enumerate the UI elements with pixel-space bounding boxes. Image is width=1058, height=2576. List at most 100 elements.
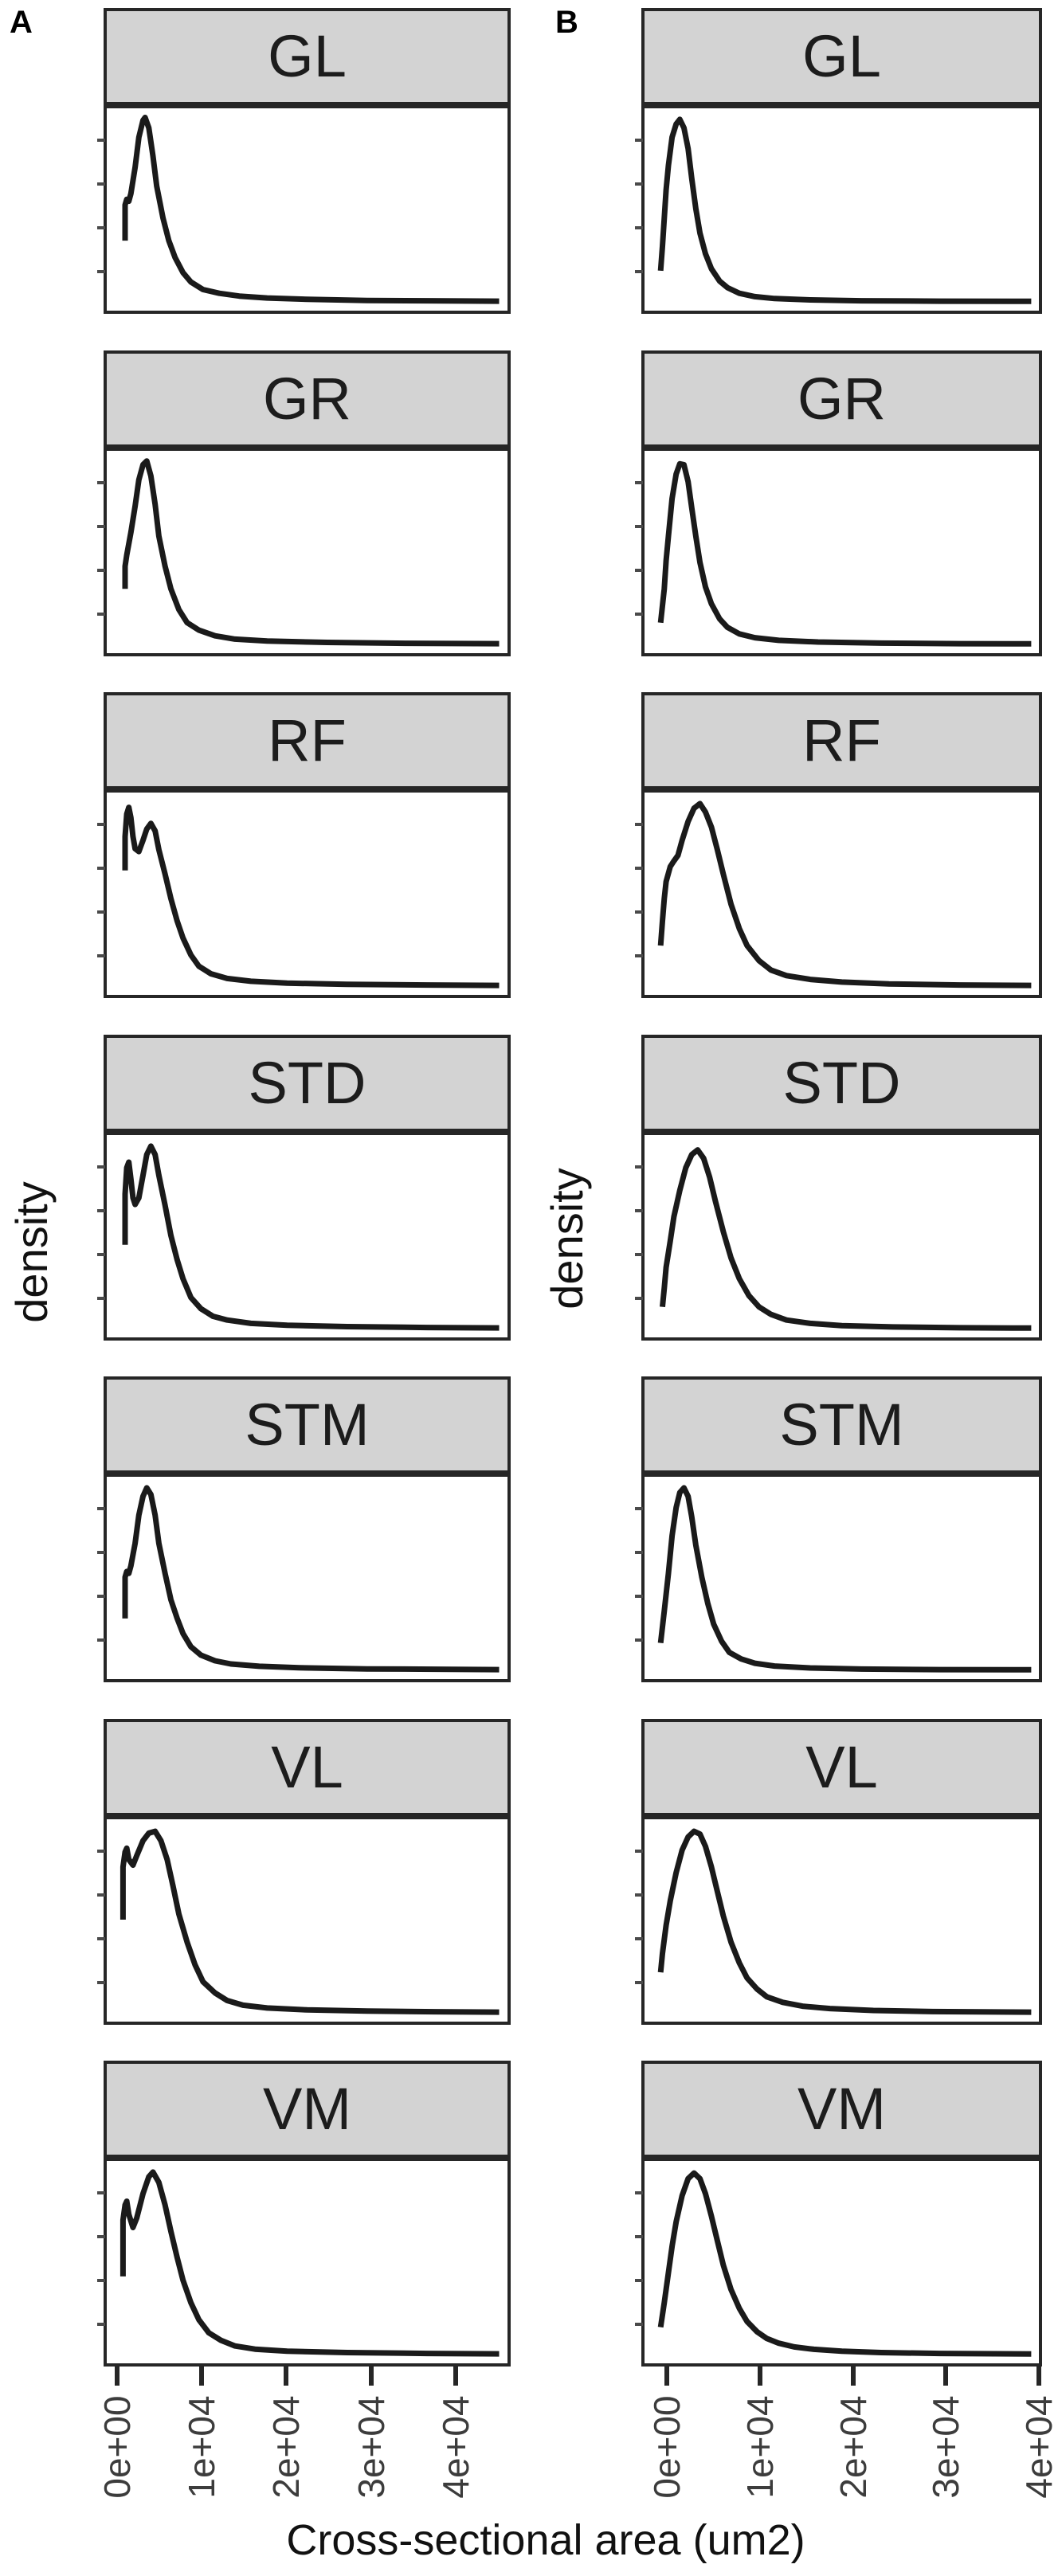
x-axis-tick bbox=[851, 2367, 856, 2386]
density-plot bbox=[97, 1135, 511, 1341]
density-plot bbox=[97, 1477, 511, 1682]
facet-stm: STM bbox=[635, 1376, 1042, 1682]
density-curve-svg bbox=[657, 116, 1032, 304]
facet-label: STD bbox=[248, 1050, 366, 1116]
density-curve bbox=[122, 1485, 500, 1673]
facet-stm: STM bbox=[97, 1376, 511, 1682]
x-axis-title: Cross-sectional area (um2) bbox=[286, 2516, 805, 2564]
facet-gr: GR bbox=[97, 350, 511, 656]
y-axis-tick bbox=[635, 1209, 643, 1212]
y-axis-tick bbox=[635, 481, 643, 484]
density-curve-svg bbox=[657, 801, 1032, 989]
x-axis-tick bbox=[943, 2367, 948, 2386]
density-curve bbox=[657, 460, 1032, 647]
y-axis-tick bbox=[635, 1253, 643, 1256]
x-axis-tick bbox=[115, 2367, 120, 2386]
facet-vm: VM bbox=[97, 2061, 511, 2367]
facet-strip: RF bbox=[641, 692, 1042, 793]
y-axis-tick bbox=[635, 1937, 643, 1940]
facet-std: STD bbox=[97, 1035, 511, 1341]
density-curve-svg bbox=[122, 1143, 500, 1331]
y-axis-tick bbox=[635, 1551, 643, 1554]
facet-label: STD bbox=[782, 1050, 901, 1116]
y-axis-tick bbox=[97, 1595, 105, 1598]
x-axis-tick bbox=[1036, 2367, 1041, 2386]
y-axis-tick bbox=[97, 1209, 105, 1212]
density-curve bbox=[657, 801, 1032, 989]
x-axis-tick bbox=[664, 2367, 669, 2386]
facet-label: VM bbox=[797, 2076, 886, 2142]
facet-column-a: GL GR RF STD STM VL VM bbox=[97, 0, 511, 2576]
facet-label: GR bbox=[797, 366, 886, 432]
y-axis-tick bbox=[97, 613, 105, 616]
y-axis-tick bbox=[635, 2235, 643, 2238]
facet-label: STM bbox=[245, 1392, 370, 1458]
facet-strip: GR bbox=[104, 350, 511, 451]
y-axis-tick bbox=[635, 226, 643, 229]
density-curve-svg bbox=[120, 1828, 500, 2015]
density-plot bbox=[635, 793, 1042, 998]
density-plot bbox=[97, 1819, 511, 2025]
density-plot bbox=[97, 108, 511, 314]
y-axis-tick bbox=[97, 182, 105, 186]
y-axis-tick bbox=[635, 823, 643, 826]
facet-label: GL bbox=[802, 23, 881, 89]
y-axis-tick bbox=[97, 1937, 105, 1940]
density-plot bbox=[635, 1819, 1042, 2025]
facet-gl: GL bbox=[97, 8, 511, 314]
y-axis-tick bbox=[97, 910, 105, 914]
density-curve bbox=[122, 458, 500, 647]
y-axis-tick bbox=[97, 1165, 105, 1169]
x-axis-tick bbox=[758, 2367, 762, 2386]
y-axis-tick bbox=[97, 1507, 105, 1510]
x-axis-tick bbox=[369, 2367, 374, 2386]
y-axis-tick bbox=[97, 1981, 105, 1984]
density-curve bbox=[122, 115, 500, 304]
y-axis-tick bbox=[635, 1638, 643, 1642]
y-axis-tick bbox=[635, 910, 643, 914]
facet-vm: VM bbox=[635, 2061, 1042, 2367]
y-axis-tick bbox=[97, 270, 105, 273]
facet-label: RF bbox=[268, 707, 347, 773]
y-axis-tick bbox=[635, 1893, 643, 1897]
density-curve-svg bbox=[660, 1147, 1032, 1331]
facet-vl: VL bbox=[97, 1719, 511, 2025]
x-axis-tick bbox=[453, 2367, 458, 2386]
density-curve-svg bbox=[120, 2169, 500, 2357]
facet-strip: GR bbox=[641, 350, 1042, 451]
facet-strip: STM bbox=[104, 1376, 511, 1477]
density-curve-svg bbox=[122, 805, 500, 989]
facet-label: STM bbox=[779, 1392, 904, 1458]
density-curve bbox=[660, 1147, 1032, 1331]
y-axis-tick bbox=[97, 481, 105, 484]
y-axis-tick bbox=[97, 1551, 105, 1554]
density-curve-svg bbox=[122, 115, 500, 304]
y-axis-tick bbox=[97, 823, 105, 826]
facet-strip: VM bbox=[104, 2061, 511, 2161]
y-axis-tick bbox=[97, 525, 105, 528]
y-axis-tick bbox=[97, 2323, 105, 2326]
density-curve bbox=[657, 1828, 1032, 2015]
x-axis-tick-label: 3e+04 bbox=[925, 2395, 966, 2499]
x-axis-tick bbox=[199, 2367, 204, 2386]
y-axis-tick bbox=[635, 1507, 643, 1510]
y-axis-tick bbox=[97, 1297, 105, 1300]
facet-vl: VL bbox=[635, 1719, 1042, 2025]
density-curve-svg bbox=[122, 458, 500, 647]
y-axis-tick bbox=[635, 1981, 643, 1984]
panel-label-b: B bbox=[555, 5, 578, 40]
density-plot bbox=[97, 2161, 511, 2367]
x-axis-tick-label: 2e+04 bbox=[833, 2395, 874, 2499]
y-axis-tick bbox=[635, 569, 643, 572]
y-axis-tick bbox=[97, 2279, 105, 2282]
facet-strip: GL bbox=[641, 8, 1042, 108]
y-axis-tick bbox=[635, 525, 643, 528]
facet-label: GL bbox=[268, 23, 347, 89]
x-axis-tick-label: 2e+04 bbox=[265, 2395, 307, 2499]
facet-rf: RF bbox=[97, 692, 511, 998]
y-axis-tick bbox=[97, 139, 105, 142]
density-curve bbox=[122, 805, 500, 989]
density-plot bbox=[635, 451, 1042, 656]
facet-label: VM bbox=[263, 2076, 351, 2142]
density-curve-svg bbox=[657, 2170, 1032, 2357]
